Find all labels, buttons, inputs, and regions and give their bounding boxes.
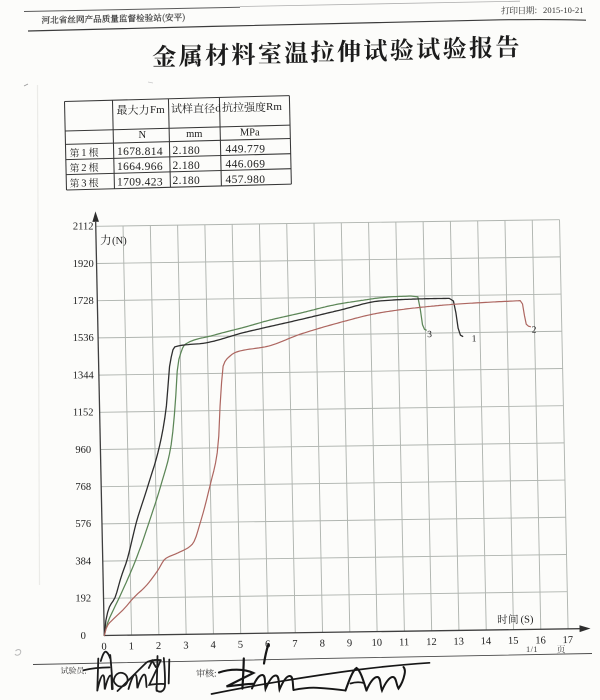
svg-text:768: 768 xyxy=(75,482,91,493)
svg-text:8: 8 xyxy=(320,639,325,650)
svg-text:1: 1 xyxy=(472,334,477,344)
svg-text:14: 14 xyxy=(481,636,492,647)
svg-text:Rm: Rm xyxy=(266,101,282,113)
svg-text:1344: 1344 xyxy=(73,370,95,381)
svg-text:9: 9 xyxy=(347,638,352,649)
svg-text:13: 13 xyxy=(453,637,464,648)
svg-text:1: 1 xyxy=(81,148,86,159)
svg-text:3: 3 xyxy=(427,330,432,340)
svg-text:(S): (S) xyxy=(520,615,534,626)
svg-text:1920: 1920 xyxy=(73,259,94,270)
svg-text:192: 192 xyxy=(75,594,91,605)
svg-text:384: 384 xyxy=(75,556,92,567)
svg-text:d: d xyxy=(215,102,221,114)
svg-text:576: 576 xyxy=(75,519,91,530)
svg-text:N: N xyxy=(139,130,147,141)
svg-text:MPa: MPa xyxy=(240,127,260,138)
svg-text:2.180: 2.180 xyxy=(173,175,201,187)
svg-text:1/1: 1/1 xyxy=(526,645,538,654)
svg-text:446.069: 446.069 xyxy=(226,158,266,170)
svg-text:1: 1 xyxy=(129,641,134,652)
svg-text:(N): (N) xyxy=(112,236,127,247)
svg-text:1709.423: 1709.423 xyxy=(117,177,163,189)
svg-text:5: 5 xyxy=(238,640,243,651)
svg-text:16: 16 xyxy=(535,635,546,646)
svg-text:2015-10-21: 2015-10-21 xyxy=(543,5,584,15)
svg-text:17: 17 xyxy=(562,635,573,646)
svg-text:3: 3 xyxy=(183,640,188,651)
svg-text:11: 11 xyxy=(399,637,409,648)
svg-text:Fm: Fm xyxy=(150,104,165,116)
svg-text:960: 960 xyxy=(75,445,91,456)
svg-text:2112: 2112 xyxy=(73,222,94,233)
svg-text:15: 15 xyxy=(508,636,519,647)
svg-text:1678.814: 1678.814 xyxy=(117,146,163,158)
svg-text:2: 2 xyxy=(156,641,161,652)
svg-text:mm: mm xyxy=(186,129,202,140)
svg-text:1536: 1536 xyxy=(73,333,94,344)
svg-text:4: 4 xyxy=(210,640,216,651)
svg-text:0: 0 xyxy=(81,631,86,642)
svg-text:2: 2 xyxy=(81,163,86,174)
svg-text:1664.966: 1664.966 xyxy=(117,161,163,173)
svg-text:3: 3 xyxy=(81,179,86,190)
svg-text:449.779: 449.779 xyxy=(226,143,266,155)
svg-text:12: 12 xyxy=(426,637,437,648)
svg-text:457.980: 457.980 xyxy=(226,174,266,186)
svg-text:7: 7 xyxy=(292,639,297,650)
svg-text:2.180: 2.180 xyxy=(173,145,201,157)
svg-text:0: 0 xyxy=(101,642,106,653)
svg-text:10: 10 xyxy=(371,638,382,649)
svg-text:2.180: 2.180 xyxy=(173,160,201,172)
svg-text:1152: 1152 xyxy=(73,408,94,419)
svg-text:2: 2 xyxy=(532,326,537,336)
svg-text:1728: 1728 xyxy=(73,296,94,307)
